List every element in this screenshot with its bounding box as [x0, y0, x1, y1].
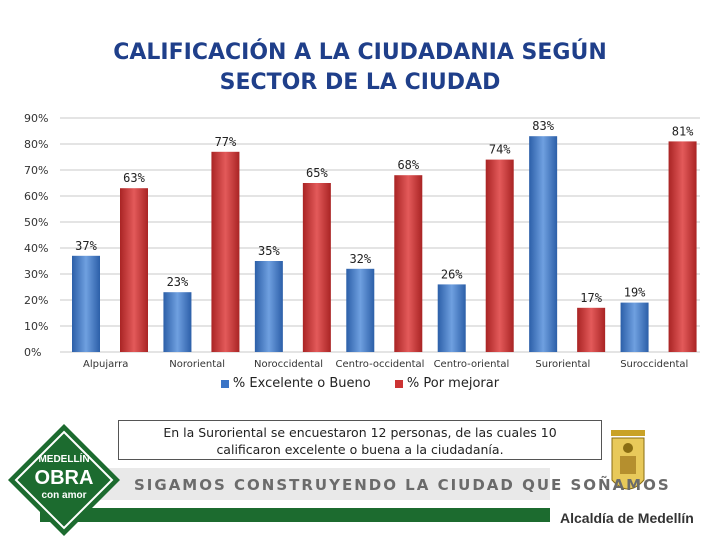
- x-tick-label: Suroriental: [535, 359, 590, 370]
- bar-excelente: [529, 136, 558, 352]
- chart-title-line2: SECTOR DE LA CIUDAD: [219, 70, 501, 95]
- alcaldia-label: Alcaldía de Medellín: [560, 510, 694, 526]
- y-tick-label: 90%: [24, 112, 48, 125]
- bar-mejorar: [668, 141, 697, 352]
- chart-title: CALIFICACIÓN A LA CIUDADANIA SEGÚN SECTO…: [40, 38, 680, 98]
- slogan-text: SIGAMOS CONSTRUYENDO LA CIUDAD QUE SOÑAM…: [134, 476, 671, 494]
- x-tick-label: Centro-occidental: [336, 359, 425, 370]
- bar-excelente: [437, 284, 466, 352]
- data-label: 83%: [532, 119, 554, 133]
- footer-banner: MEDELLÍN OBRA con amor: [8, 424, 645, 536]
- data-label: 37%: [75, 239, 97, 253]
- note-line2: calificaron excelente o buena a la ciuda…: [216, 442, 504, 457]
- chart-title-line1: CALIFICACIÓN A LA CIUDADANIA SEGÚN: [113, 40, 607, 65]
- x-tick-label: Alpujarra: [83, 359, 128, 370]
- legend-swatch-blue: [220, 379, 229, 388]
- y-tick-label: 50%: [24, 216, 48, 229]
- y-tick-label: 80%: [24, 138, 48, 151]
- y-axis-ticks: 0% 10% 20% 30% 40% 50% 60% 70% 80% 90%: [24, 112, 48, 359]
- legend-label-mejorar: % Por mejorar: [406, 376, 500, 391]
- bar-excelente: [620, 302, 649, 352]
- data-label: 26%: [441, 267, 463, 281]
- green-band: [40, 508, 550, 522]
- data-label: 35%: [258, 244, 280, 258]
- x-axis-ticks: Alpujarra Nororiental Noroccidental Centro-…: [83, 359, 688, 370]
- gridlines: [60, 117, 700, 353]
- x-tick-label: Centro-oriental: [434, 359, 510, 370]
- data-label: 65%: [306, 166, 328, 180]
- note-box: En la Suroriental se encuestaron 12 pers…: [118, 420, 602, 460]
- bar-excelente: [163, 292, 192, 352]
- logo-text-con-amor: con amor: [41, 490, 86, 501]
- data-label: 74%: [489, 143, 511, 157]
- bar-excelente: [72, 255, 100, 352]
- legend-label-excelente: % Excelente o Bueno: [232, 376, 371, 391]
- data-label: 17%: [580, 291, 602, 305]
- bar-mejorar: [485, 159, 514, 352]
- coat-of-arms-icon: [611, 430, 645, 490]
- note-line1: En la Suroriental se encuestaron 12 pers…: [163, 425, 557, 440]
- y-tick-label: 40%: [24, 242, 48, 255]
- logo-text-obra: OBRA: [35, 467, 94, 489]
- legend-swatch-red: [394, 379, 403, 388]
- medellin-logo-border: [14, 430, 114, 530]
- data-label: 77%: [215, 135, 237, 149]
- y-tick-label: 10%: [24, 320, 48, 333]
- x-tick-label: Noroccidental: [254, 359, 323, 370]
- x-tick-label: Suroccidental: [620, 359, 688, 370]
- data-label: 19%: [624, 286, 646, 300]
- data-label: 23%: [167, 275, 189, 289]
- y-tick-label: 70%: [24, 164, 48, 177]
- bar-excelente: [254, 261, 283, 352]
- data-label: 68%: [397, 158, 419, 172]
- medellin-logo-diamond: [8, 424, 120, 536]
- bar-mejorar: [211, 151, 240, 352]
- chart-legend: % Excelente o Bueno % Por mejorar: [0, 376, 720, 396]
- slogan-band: [40, 468, 550, 500]
- bar-series: [72, 136, 697, 352]
- y-tick-label: 20%: [24, 294, 48, 307]
- bar-mejorar: [577, 307, 606, 352]
- data-label: 63%: [123, 171, 145, 185]
- bar-mejorar: [120, 188, 148, 352]
- data-labels: 37% 63% 23% 77% 35% 65% 32% 68% 26% 74% 83% 17% 19% 8…: [75, 119, 694, 305]
- y-tick-label: 30%: [24, 268, 48, 281]
- x-tick-label: Nororiental: [169, 359, 225, 370]
- y-tick-label: 0%: [24, 346, 41, 359]
- data-label: 32%: [349, 252, 371, 266]
- bar-chart: 0% 10% 20% 30% 40% 50% 60% 70% 80% 90% 37% 63% 23% 7…: [24, 112, 700, 370]
- logo-text-medellin: MEDELLÍN: [38, 452, 89, 465]
- bar-mejorar: [394, 175, 423, 352]
- data-label: 81%: [672, 124, 694, 138]
- bar-mejorar: [302, 183, 331, 352]
- legend-item-mejorar: % Por mejorar: [394, 376, 500, 391]
- y-tick-label: 60%: [24, 190, 48, 203]
- legend-item-excelente: % Excelente o Bueno: [220, 376, 371, 391]
- bar-excelente: [346, 268, 375, 352]
